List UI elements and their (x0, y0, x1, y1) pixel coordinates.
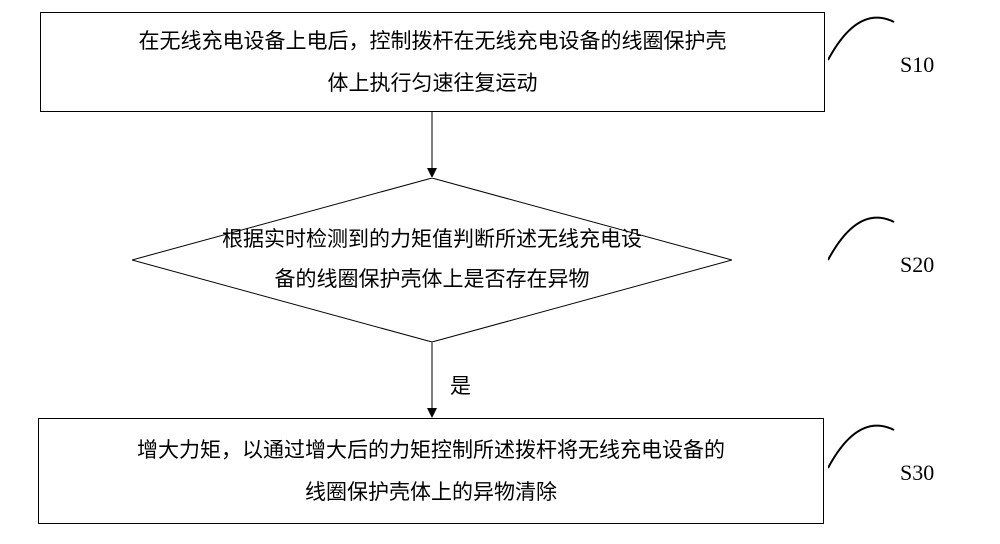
process-box-s30: 增大力矩，以通过增大后的力矩控制所述拨杆将无线充电设备的线圈保护壳体上的异物清除 (38, 418, 824, 524)
step-label-s10: S10 (900, 52, 934, 78)
decision-text-s20: 根据实时检测到的力矩值判断所述无线充电设备的线圈保护壳体上是否存在异物 (222, 220, 642, 300)
decision-text-wrap-s20: 根据实时检测到的力矩值判断所述无线充电设备的线圈保护壳体上是否存在异物 (182, 208, 682, 312)
edge-s20-s30 (422, 342, 442, 418)
step-label-s30: S30 (900, 460, 934, 486)
step-label-s20: S20 (900, 252, 934, 278)
edge-label-yes: 是 (450, 370, 471, 400)
edge-s10-s20 (422, 112, 442, 178)
process-text-s30: 增大力矩，以通过增大后的力矩控制所述拨杆将无线充电设备的线圈保护壳体上的异物清除 (137, 429, 725, 513)
callout-arc-s20 (828, 210, 898, 270)
process-box-s10: 在无线充电设备上电后，控制拨杆在无线充电设备的线圈保护壳体上执行匀速往复运动 (40, 12, 825, 112)
callout-arc-s30 (828, 418, 898, 478)
callout-arc-s10 (828, 10, 898, 70)
process-text-s10: 在无线充电设备上电后，控制拨杆在无线充电设备的线圈保护壳体上执行匀速往复运动 (139, 20, 727, 104)
